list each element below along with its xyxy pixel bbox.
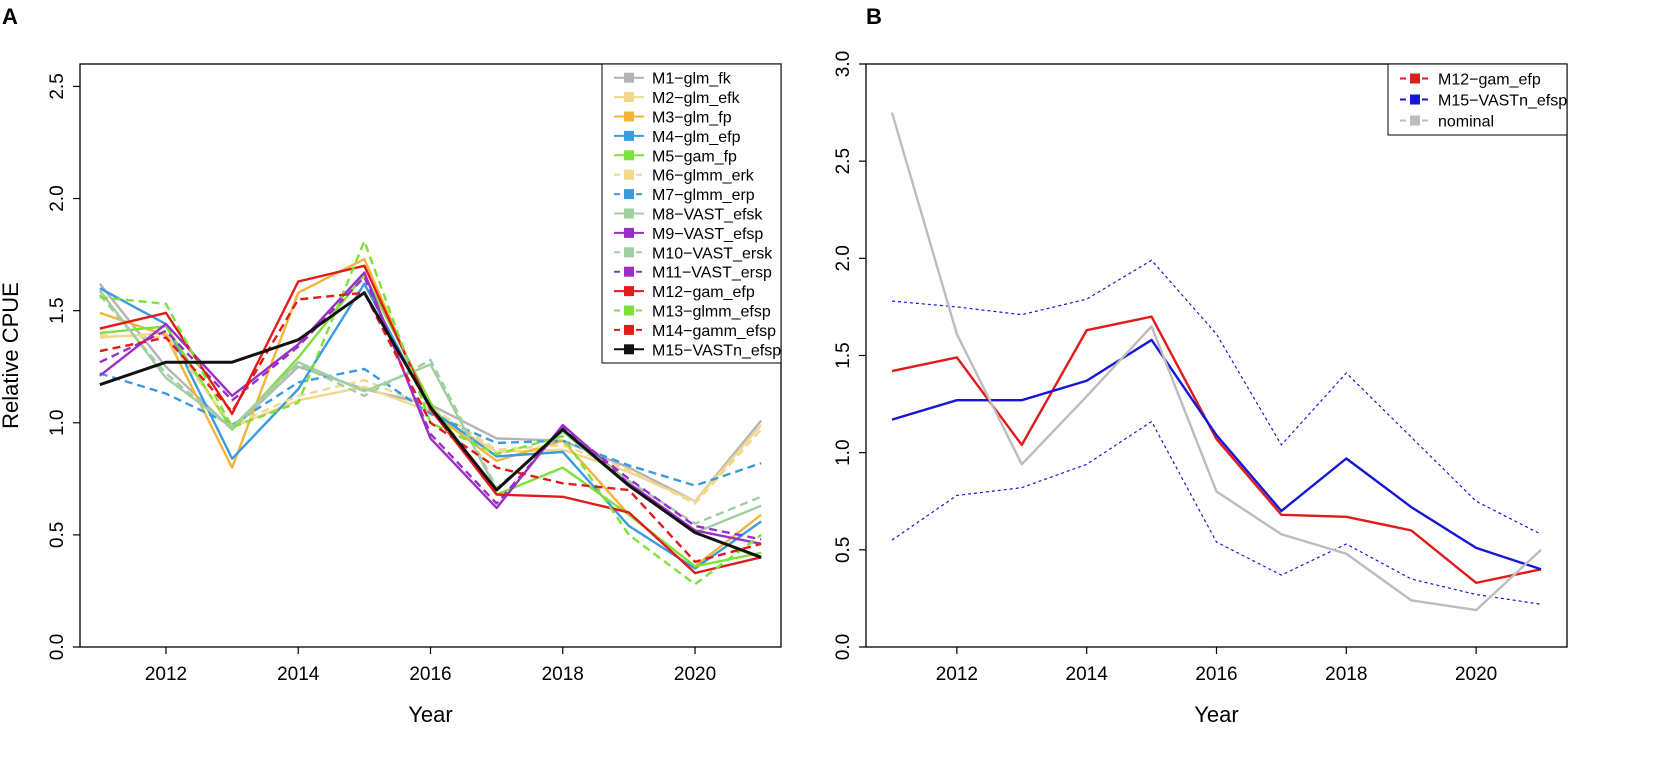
y-tick-label: 0.5: [833, 537, 854, 563]
legend-label: M4−glm_efp: [652, 129, 741, 146]
legend-marker: [1410, 73, 1420, 84]
panel-a-chart: 2012 2014 2016 2018 2020 0.0 0.5 1.0 1.5 2.0 2.5 Ye…: [0, 63, 782, 727]
y-tick-label: 1.5: [833, 342, 854, 368]
legend-marker: [1410, 115, 1420, 126]
legend-label: M13−glmm_efsp: [652, 304, 771, 321]
legend-marker: [624, 150, 634, 161]
y-tick-label: 1.0: [47, 410, 68, 436]
series-line: [891, 338, 1542, 571]
series-line: [99, 291, 762, 559]
legend-label: M9−VAST_efsp: [652, 226, 763, 243]
series-line: [99, 271, 762, 546]
y-axis-title: Relative CPUE: [0, 282, 23, 429]
legend-marker: [624, 324, 634, 335]
legend-label: M3−glm_fp: [652, 110, 732, 127]
y-tick-label: 2.5: [47, 73, 68, 99]
legend-marker: [624, 227, 634, 238]
legend-label: M15−VASTn_efsp: [652, 342, 781, 359]
y-tick-label: 1.5: [47, 297, 68, 323]
plot-frame: [865, 63, 1568, 648]
legend-label: M5−gam_fp: [652, 148, 737, 165]
legend-label: M2−glm_efk: [652, 90, 741, 107]
y-tick-label: 0.0: [833, 634, 854, 660]
legend-marker: [624, 72, 634, 83]
series-line: [99, 367, 762, 487]
ci-band-upper: [891, 259, 1542, 535]
y-tick-label: 3.0: [833, 51, 854, 77]
legend-label: M11−VAST_ersp: [652, 265, 772, 282]
legend-marker: [624, 111, 634, 122]
legend-label: M12−gam_efp: [652, 284, 755, 301]
legend-label: M8−VAST_efsk: [652, 207, 763, 224]
x-axis-title: Year: [408, 702, 452, 727]
series-line: [99, 275, 762, 541]
y-tick-label: 0.0: [47, 634, 68, 660]
legend-marker: [1410, 94, 1420, 105]
legend-marker: [624, 169, 634, 180]
y-tick-label: 2.5: [833, 148, 854, 174]
panel-label-a: A: [2, 4, 18, 29]
x-tick-label: 2018: [542, 664, 584, 685]
y-tick-label: 2.0: [47, 185, 68, 211]
series-line: [891, 315, 1542, 585]
x-tick-label: 2018: [1325, 664, 1367, 685]
y-tick-label: 0.5: [47, 522, 68, 548]
legend-label: M12−gam_efp: [1438, 72, 1541, 89]
x-axis-title: Year: [1194, 702, 1238, 727]
series-line: [890, 112, 1542, 612]
legend-marker: [624, 286, 634, 297]
x-tick-label: 2014: [1066, 664, 1109, 685]
x-tick-label: 2014: [277, 664, 320, 685]
series-line: [98, 294, 762, 525]
y-tick-label: 2.0: [833, 245, 854, 271]
legend-label: M1−glm_fk: [652, 71, 732, 88]
legend-marker: [624, 208, 634, 219]
x-tick-label: 2020: [674, 664, 716, 685]
legend-label: nominal: [1438, 114, 1494, 131]
x-tick-label: 2012: [145, 664, 187, 685]
legend-label: M6−glmm_erk: [652, 168, 755, 185]
legend-marker: [624, 344, 634, 355]
x-tick-label: 2020: [1455, 664, 1497, 685]
legend-label: M14−gamm_efsp: [652, 323, 776, 340]
panel-b-chart: 2012 2014 2016 2018 2020 0.0 0.5 1.0 1.5 2.0 2.5 3.…: [833, 51, 1568, 727]
legend-marker: [624, 130, 634, 141]
x-tick-label: 2012: [936, 664, 978, 685]
x-tick-label: 2016: [409, 664, 451, 685]
panel-label-b: B: [866, 4, 882, 29]
legend-marker: [624, 266, 634, 277]
legend-marker: [624, 247, 634, 258]
y-tick-label: 1.0: [833, 439, 854, 465]
series-line: [99, 334, 763, 505]
ci-band-lower: [891, 420, 1542, 605]
legend-marker: [624, 305, 634, 316]
legend-marker: [624, 92, 634, 103]
x-tick-label: 2016: [1195, 664, 1237, 685]
series-line: [99, 291, 762, 563]
legend-label: M7−glmm_erp: [652, 187, 755, 204]
legend-label: M15−VASTn_efsp: [1438, 93, 1567, 110]
legend-marker: [624, 189, 634, 200]
legend-label: M10−VAST_ersk: [652, 245, 773, 262]
